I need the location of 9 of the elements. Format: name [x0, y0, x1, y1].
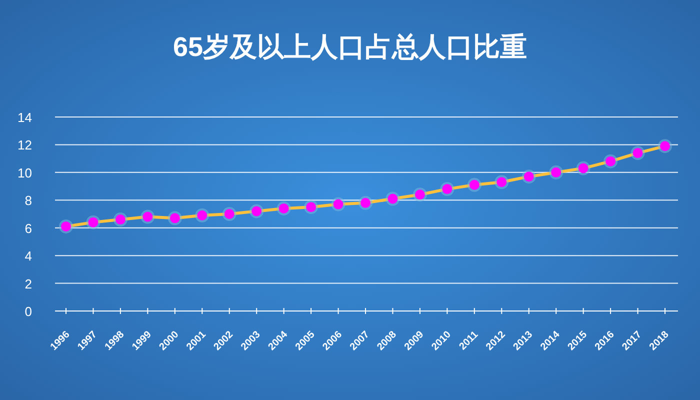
y-tick-label: 10	[18, 165, 32, 180]
y-tick-label: 4	[24, 248, 32, 264]
y-tick-label: 6	[24, 220, 32, 236]
y-tick-label: 8	[24, 193, 32, 208]
y-tick-label: 0	[24, 304, 32, 319]
chart-title: 65岁及以上人口占总人口比重	[172, 32, 528, 62]
y-tick-label: 14	[18, 110, 32, 125]
y-tick-label: 2	[24, 276, 32, 292]
y-tick-label: 12	[18, 138, 32, 153]
